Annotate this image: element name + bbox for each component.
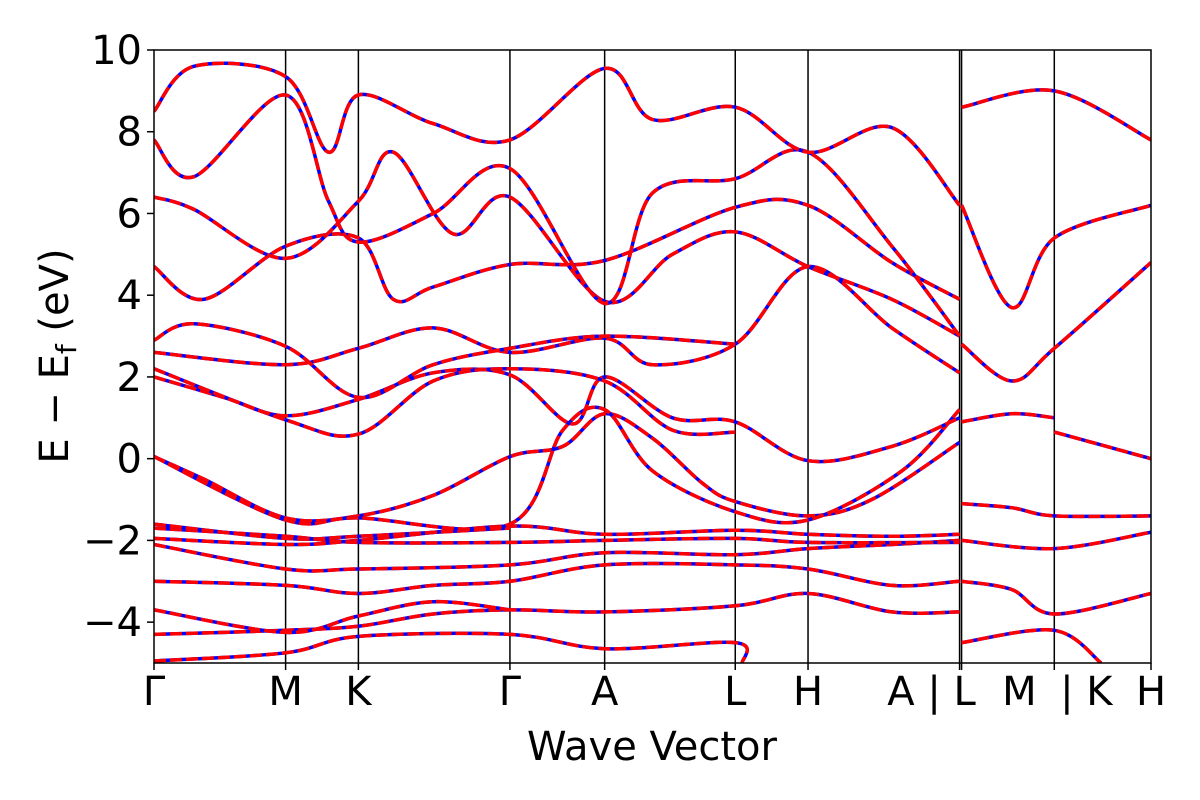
band-8-solid xyxy=(154,411,961,523)
y-axis: −4 −2 0 2 4 6 8 10 xyxy=(83,28,154,646)
band-14-dashed xyxy=(154,197,961,304)
y-axis-title-main: E − E xyxy=(32,354,78,464)
band-21-dashed xyxy=(961,501,1151,519)
band-22-dashed xyxy=(961,530,1151,551)
band-12-solid xyxy=(154,264,961,375)
band-25-dashed xyxy=(960,203,1151,310)
x-tick-label: H xyxy=(1136,669,1166,715)
high-symmetry-lines xyxy=(284,50,1056,663)
x-tick-label: L xyxy=(724,669,747,715)
band-5-dashed xyxy=(154,524,960,547)
band-18-solid xyxy=(960,261,1151,383)
y-tick-label: 0 xyxy=(117,437,142,483)
x-tick-label: A | L xyxy=(887,669,976,715)
bands-layer xyxy=(154,61,1151,663)
band-19-solid xyxy=(961,411,1055,424)
y-tick-label: −2 xyxy=(83,518,142,564)
band-10-dashed xyxy=(154,367,961,464)
band-17-solid xyxy=(154,61,961,207)
band-16-dashed xyxy=(154,93,961,338)
y-tick-label: 8 xyxy=(117,110,142,156)
band-2-dashed xyxy=(154,599,511,635)
band-0-dashed xyxy=(154,631,749,663)
band-17-dashed xyxy=(154,61,961,207)
band-12-dashed xyxy=(154,264,961,375)
band-18-dashed xyxy=(960,261,1151,383)
x-tick-label: K xyxy=(345,669,373,715)
y-tick-label: 4 xyxy=(117,273,142,319)
plot-frame xyxy=(153,49,1152,664)
y-tick-label: −4 xyxy=(83,600,142,646)
y-axis-title: E − Ef (eV) xyxy=(32,248,83,463)
y-axis-title-unit: (eV) xyxy=(32,248,78,344)
band-23-dashed xyxy=(961,579,1151,616)
band-20-dashed xyxy=(1053,430,1151,461)
x-tick-label: M xyxy=(268,669,303,715)
x-tick-label: | K xyxy=(1060,669,1114,715)
band-1-dashed xyxy=(154,591,960,637)
x-tick-label: Γ xyxy=(499,669,522,715)
band-3-dashed xyxy=(154,561,960,596)
band-19-dashed xyxy=(961,411,1055,424)
y-tick-label: 6 xyxy=(117,191,142,237)
band-11-dashed xyxy=(154,367,736,438)
band-24-dashed xyxy=(961,628,1103,663)
band-15-dashed xyxy=(154,150,961,338)
y-tick-label: 2 xyxy=(117,355,142,401)
band-22-solid xyxy=(961,530,1151,551)
x-axis-title: Wave Vector xyxy=(527,724,778,770)
band-26-solid xyxy=(961,88,1151,142)
x-tick-label: A xyxy=(591,669,619,715)
band-8-dashed xyxy=(154,411,961,523)
band-24-solid xyxy=(961,628,1103,663)
band-16-solid xyxy=(154,93,961,338)
band-4-dashed xyxy=(154,538,960,573)
band-9-dashed xyxy=(154,405,961,532)
y-tick-label: 10 xyxy=(91,28,142,74)
band-26-dashed xyxy=(961,88,1151,142)
band-13-dashed xyxy=(154,322,736,400)
band-6-dashed xyxy=(154,526,960,545)
y-axis-title-subscript: f xyxy=(50,343,83,354)
band-7-dashed xyxy=(154,522,510,541)
x-tick-label: H xyxy=(793,669,823,715)
x-tick-label: M xyxy=(1002,669,1037,715)
band-25-solid xyxy=(960,203,1151,310)
x-tick-label: Γ xyxy=(143,669,166,715)
band-23-solid xyxy=(961,579,1151,616)
